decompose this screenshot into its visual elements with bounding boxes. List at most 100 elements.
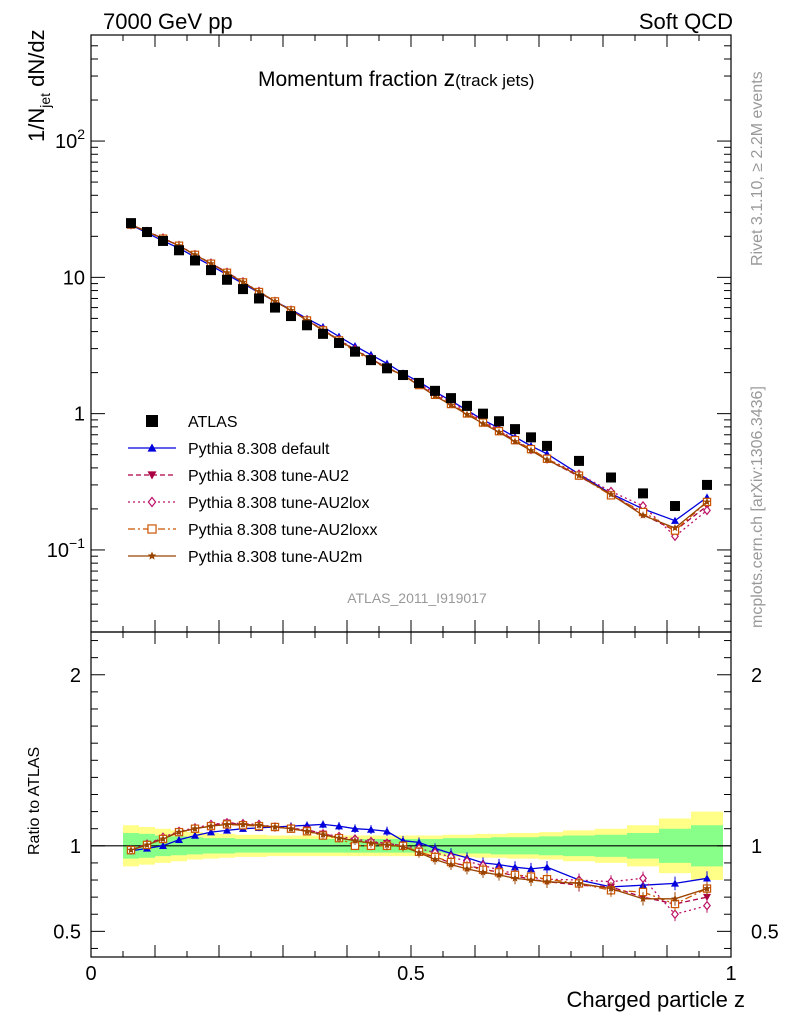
series-point-ratio [527,864,535,873]
data-point [206,265,216,276]
series-point-top [495,428,503,436]
series-point-ratio [239,820,247,828]
series-point-ratio [703,884,711,892]
series-point-ratio [415,838,423,846]
data-point [382,363,392,374]
y-tick-label-bottom: 2 [70,665,81,687]
series-point-ratio [335,822,343,830]
series-point-ratio [191,831,199,839]
legend-entry: ATLAS [188,414,238,431]
series-point-ratio [543,863,551,871]
series-point-top [671,524,679,532]
bottom-frame [90,631,732,958]
svg-text:1/Njet dN/dz: 1/Njet dN/dz [24,29,53,142]
series-point-ratio [271,823,279,831]
series-point-ratio [335,834,343,842]
series-point-ratio [527,876,535,884]
data-point [350,346,360,357]
title-z: z [444,65,456,91]
data-point [638,488,648,499]
data-point [238,284,248,295]
data-point [254,293,264,304]
legend-entry: Pythia 8.308 tune-AU2lox [188,495,369,512]
series-point-ratio [431,855,439,863]
data-point [318,328,328,339]
data-points-top [126,218,712,512]
legend-marker [147,443,157,452]
series-point-ratio [543,877,551,885]
series-point-top [255,287,263,295]
series-point-ratio [399,842,407,850]
series-point-top [479,419,487,427]
series-point-ratio [511,863,519,871]
series-point-ratio [351,836,359,844]
series-point-ratio [575,879,583,887]
series-point-ratio [383,841,391,849]
data-point [190,255,200,266]
series-point-top [607,490,615,498]
process-label: Soft QCD [639,9,733,34]
series-point-ratio [319,830,327,838]
data-point [142,227,152,238]
data-point [270,302,280,313]
series-point-top [671,516,679,524]
series-point-top [447,401,455,409]
y-tick-label-bottom-right: 0.5 [751,921,779,943]
series-point-ratio [127,846,135,854]
series-point-top [511,437,519,445]
energy-label: 7000 GeV pp [103,9,233,34]
data-point [414,377,424,388]
data-point [702,479,712,490]
series-point-ratio [191,824,199,832]
y-tick-label-top: 10 [63,267,85,289]
series-point-top [639,511,647,519]
series-point-top [703,497,711,506]
series-point-ratio [159,841,167,850]
series-point-ratio [159,835,167,843]
series-point-top [575,471,583,479]
data-point [398,370,408,381]
series-point-ratio [607,884,615,892]
series-point-ratio [703,900,711,911]
series-point-ratio [175,828,183,836]
data-point [670,501,680,512]
mcplots-label: mcplots.cern.ch [arXiv:1306.3436] [749,386,766,628]
series-point-top [463,410,471,418]
legend-entry: Pythia 8.308 tune-AU2loxx [188,522,377,539]
series-point-top [223,268,231,276]
data-point [158,235,168,246]
legend-marker [147,551,157,560]
legend-marker [147,496,157,508]
series-point-ratio [479,868,487,876]
x-tick-label: 1 [725,963,736,985]
series-point-ratio [223,826,231,834]
data-point [478,408,488,419]
data-point [366,355,376,366]
series-point-ratio [511,874,519,882]
data-point [302,320,312,331]
series-point-top [527,446,535,454]
y-tick-label-bottom-right: 1 [751,836,762,858]
legend-entry: Pythia 8.308 tune-AU2m [188,549,362,566]
series-point-ratio [639,894,647,903]
legend: ATLAS Pythia 8.308 default Pythia 8.308 tu… [128,414,377,566]
x-tick-label: 0 [85,963,96,985]
legend-marker [147,471,157,480]
title-main: Momentum fraction [258,68,444,91]
series-point-ratio [367,839,375,847]
data-point [446,393,456,404]
top-frame [90,34,732,633]
y-axis-label-top: 1/Njet dN/dz [24,29,53,142]
series-point-ratio [303,827,311,835]
series-point-ratio [703,874,711,882]
series-point-ratio [367,825,375,833]
series-point-ratio [639,873,647,884]
series-point-ratio [383,827,391,835]
data-point [430,385,440,396]
legend-marker [146,415,158,427]
rivet-label: Rivet 3.1.10, ≥ 2.2M events [749,71,766,266]
chart-title: Momentum fraction z(track jets) [258,65,534,91]
series-point-top [671,531,679,542]
data-point [526,432,536,443]
series-point-ratio [415,848,423,856]
